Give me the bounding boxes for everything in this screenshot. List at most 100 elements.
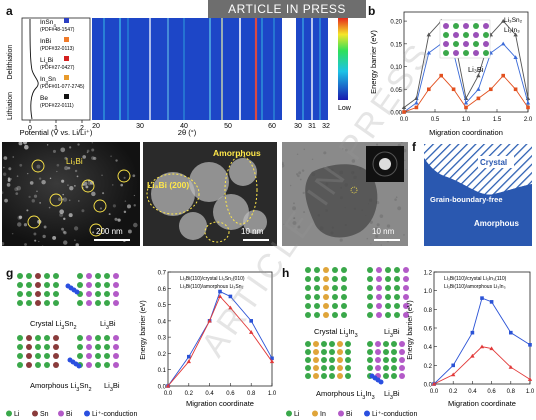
series-2-point-4 [451,87,456,92]
atom [341,312,347,318]
sem-speck [42,245,44,246]
tem-speck [395,196,398,199]
atom [391,365,397,371]
sem-speck [48,206,51,209]
xtick-2: 0.4 [205,391,214,397]
series-2-point-6 [476,96,481,101]
sem-speck [42,234,46,239]
tem-speck [342,148,344,150]
panel-h-ylabel: Energy barrier (eV) [407,300,414,360]
sem-speck [92,231,95,234]
tem-speck [292,206,297,211]
atom [323,312,329,318]
inset-atom [463,23,469,29]
sem-speck [4,198,8,203]
inset-atom [473,41,479,47]
sem-speck [120,183,123,187]
sem-speck [74,239,76,241]
atom [345,365,351,371]
ytick-2: 0.10 [390,65,402,71]
atom [403,276,409,282]
li-conduction-atom [76,363,82,369]
atom [367,285,373,291]
tem-speck [374,227,379,231]
atom [321,373,327,379]
ytick-3: 0.6 [424,327,433,333]
atom [95,344,101,350]
xtick-4: 0.8 [247,391,256,397]
atom [332,303,338,309]
legend-dot-3 [84,410,90,417]
ref-name-1: InBi [40,38,51,45]
atom [95,335,101,341]
sem-speck [68,199,71,202]
series-2-point-0 [402,110,406,114]
atom [376,303,382,309]
atom [394,285,400,291]
sem-speck [29,181,34,185]
atom [305,357,311,363]
tem-speck [386,224,391,228]
series-0-point-1 [451,363,455,368]
theta2-tick-2: 32 [322,123,330,130]
series-line-1 [167,295,273,387]
li-conduction-atom [378,379,384,385]
panel-b-legend2: Li₃In₃ [504,27,520,34]
ytick-4: 0.4 [158,319,167,325]
atom [345,373,351,379]
legend-text-3: Li⁺-conduction [372,411,417,418]
series-0-point-2 [426,32,431,37]
xtick-0: 0.0 [400,117,409,123]
atom [53,291,59,297]
sem-speck [63,240,68,245]
legend-dot-0 [6,410,12,417]
atom [313,349,319,355]
series-1-point-1 [414,100,419,105]
panel-b-legend1: Li₃Sn₂ [504,17,523,24]
sem-speck [132,174,136,178]
atom [95,353,101,359]
atom [86,353,92,359]
atom [313,365,319,371]
sem-speck [126,204,132,209]
atom [113,300,119,306]
panel-b-chart: Energy barrier (eV) Migration coordinati… [369,11,533,137]
atom [113,344,119,350]
inset-atom [483,23,489,29]
tem-speck [297,174,300,178]
series-2-point-2 [427,87,431,92]
atom [86,362,92,368]
inset-atom [443,50,449,56]
atom [113,291,119,297]
atom [86,335,92,341]
sem-speck [24,145,27,147]
legend-dot-1 [312,410,318,417]
sem-speck [19,163,23,167]
ref-name-2: Li3Bi [40,57,53,66]
ref-color-3 [64,75,69,80]
tem-speck [299,178,302,181]
tem-particle-1 [189,162,229,202]
sem-speck [63,231,67,235]
inset-atom [463,50,469,56]
sem-speck [133,222,138,228]
atom [403,285,409,291]
sem-speck [12,156,15,158]
tem-speck [295,173,299,176]
delithiation-label: Delithiation [7,45,14,80]
atom [394,294,400,300]
ytick-7: 0.7 [158,271,167,277]
atom [95,300,101,306]
tem-speck [282,161,284,165]
amorphous-label-f: Amorphous [474,219,519,228]
panel-g-xlabel: Migration coordinate [186,399,254,408]
legend-dot-2 [338,410,344,417]
atom [323,303,329,309]
tem-speck [403,234,405,236]
atom [321,365,327,371]
atom [375,349,381,355]
ytick-6: 0.6 [158,287,167,293]
atom [332,267,338,273]
sem-speck [123,176,126,179]
atom [332,285,338,291]
